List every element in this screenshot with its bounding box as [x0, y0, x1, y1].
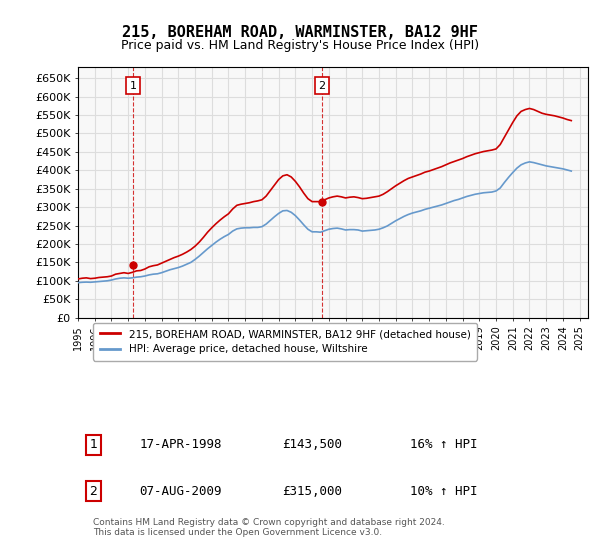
Text: 215, BOREHAM ROAD, WARMINSTER, BA12 9HF: 215, BOREHAM ROAD, WARMINSTER, BA12 9HF: [122, 25, 478, 40]
Text: 1: 1: [130, 81, 137, 91]
Text: Contains HM Land Registry data © Crown copyright and database right 2024.
This d: Contains HM Land Registry data © Crown c…: [94, 518, 445, 537]
Text: 17-APR-1998: 17-APR-1998: [139, 438, 222, 451]
Text: 1: 1: [89, 438, 97, 451]
Text: £143,500: £143,500: [282, 438, 342, 451]
Text: 10% ↑ HPI: 10% ↑ HPI: [409, 484, 477, 497]
Legend: 215, BOREHAM ROAD, WARMINSTER, BA12 9HF (detached house), HPI: Average price, de: 215, BOREHAM ROAD, WARMINSTER, BA12 9HF …: [94, 323, 477, 361]
Text: 16% ↑ HPI: 16% ↑ HPI: [409, 438, 477, 451]
Text: Price paid vs. HM Land Registry's House Price Index (HPI): Price paid vs. HM Land Registry's House …: [121, 39, 479, 52]
Text: 2: 2: [319, 81, 326, 91]
Text: £315,000: £315,000: [282, 484, 342, 497]
Text: 07-AUG-2009: 07-AUG-2009: [139, 484, 222, 497]
Text: 2: 2: [89, 484, 97, 497]
